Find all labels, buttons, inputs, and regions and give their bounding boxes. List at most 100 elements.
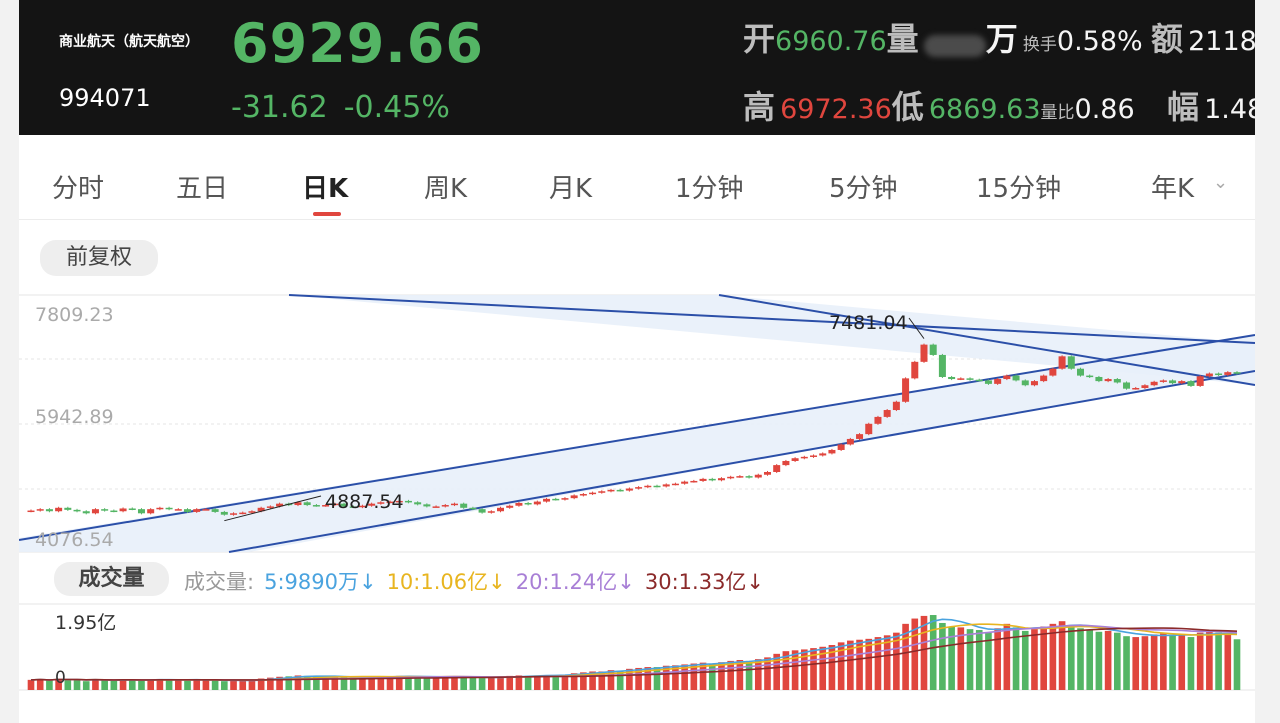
candle-body [331, 503, 339, 506]
candle-body [128, 508, 136, 510]
candle-body [607, 489, 615, 492]
candle-body [782, 460, 790, 466]
candle-body [248, 511, 256, 513]
volume-bar [221, 681, 228, 690]
volume-bar [994, 628, 1001, 690]
volume-bar [46, 680, 53, 690]
vol-ratio-value: 0.86 [1074, 94, 1135, 125]
volume-bar [939, 622, 946, 690]
candle-body [763, 471, 771, 475]
candle-body [1003, 375, 1011, 380]
chevron-down-icon[interactable]: ⌄ [1213, 172, 1229, 193]
adjust-button[interactable]: 前复权 [40, 240, 158, 276]
candle-body [865, 423, 873, 435]
volume-bar [423, 677, 431, 690]
volume-bar [1095, 631, 1103, 690]
candle-body [506, 505, 514, 508]
volume-bar [1031, 629, 1038, 690]
volume-bar [285, 676, 293, 690]
volume-bar [1086, 630, 1094, 690]
volume-bar [810, 648, 817, 690]
min-price-label: 4887.54 [325, 491, 404, 513]
change-percent: -0.45% [343, 90, 450, 125]
amplitude-stat: 幅 1.48 [1167, 82, 1255, 128]
tab-1-minute[interactable]: 1分钟 [675, 174, 744, 204]
candle-body [1123, 382, 1131, 389]
volume-bar [856, 639, 863, 690]
volume-bar [534, 675, 541, 690]
candle-body [1113, 379, 1121, 383]
candle-body [230, 513, 238, 515]
candle-body [920, 344, 928, 362]
volume-bar [589, 671, 596, 690]
tab-weekly-k[interactable]: 周K [424, 174, 468, 204]
volume-bar [865, 638, 873, 690]
quote-header: 商业航天（航天航空） 994071 6929.66 -31.62 -0.45% 开… [19, 0, 1255, 135]
volume-bar [414, 676, 421, 690]
candle-body [902, 378, 910, 402]
candle-body [810, 455, 818, 457]
volume-bar [1049, 623, 1057, 690]
volume-bar [699, 662, 707, 690]
candle-body [616, 489, 624, 492]
volume-bar [580, 672, 587, 690]
volume-legend-prefix: 成交量: [184, 570, 255, 594]
candle-body [524, 502, 532, 505]
volume-bar [478, 678, 486, 690]
candle-body [837, 444, 845, 450]
tab-15-minute[interactable]: 15分钟 [976, 174, 1062, 204]
candle-body [395, 500, 403, 503]
volume-bar [745, 660, 753, 690]
volume-bar [515, 675, 523, 690]
candle-body [1178, 381, 1186, 384]
tab-daily-k[interactable]: 日K [302, 174, 349, 204]
candle-body [856, 434, 864, 439]
volume-bar [837, 642, 845, 690]
volume-bar [55, 678, 62, 690]
volume-bar [708, 663, 716, 690]
volume-button[interactable]: 成交量 [54, 562, 169, 596]
volume-bar [902, 623, 909, 690]
volume-axis-bottom: 0 [55, 668, 66, 688]
candle-body [276, 503, 284, 507]
volume-bar [257, 678, 265, 690]
min-marker-line [224, 495, 322, 522]
volume-bar [948, 626, 955, 690]
volume-value-blurred [923, 34, 986, 57]
volume-bar [184, 680, 191, 690]
volume-bar [82, 681, 90, 690]
volume-bar [800, 649, 808, 690]
volume-bar [1233, 639, 1241, 690]
tab-intraday[interactable]: 分时 [52, 174, 105, 204]
candle-body [82, 511, 90, 514]
candle-body [1095, 376, 1103, 382]
volume-bar [561, 674, 569, 690]
trend-line [228, 370, 1255, 553]
trend-line [19, 334, 1255, 541]
volume-bar [395, 675, 403, 690]
candle-body [929, 344, 937, 355]
turnover-label: 换手 [1022, 35, 1057, 55]
tab-yearly-k[interactable]: 年K [1151, 174, 1195, 204]
volume-bar [469, 677, 477, 690]
candle-body [515, 502, 523, 506]
trend-line [288, 294, 1255, 344]
candle-body [119, 508, 127, 512]
candle-body [165, 507, 173, 510]
volume-bar [267, 677, 274, 690]
kline-chart[interactable]: 7809.23 5942.89 4076.54 7481.04 4887.54 … [19, 0, 1255, 723]
low-value: 6869.63 [928, 94, 1041, 125]
tab-five-day[interactable]: 五日 [176, 174, 229, 204]
open-value: 6960.76 [775, 26, 887, 57]
tab-monthly-k[interactable]: 月K [549, 174, 593, 204]
candle-body [948, 376, 956, 380]
candle-body [727, 476, 735, 479]
volume-bar [782, 651, 790, 690]
candle-body [137, 509, 145, 514]
volume-bar [681, 664, 688, 690]
tab-5-minute[interactable]: 5分钟 [829, 174, 898, 204]
candle-body [1196, 376, 1204, 386]
candle-body [773, 465, 781, 472]
candle-body [819, 453, 827, 456]
volume-bar [36, 679, 44, 690]
